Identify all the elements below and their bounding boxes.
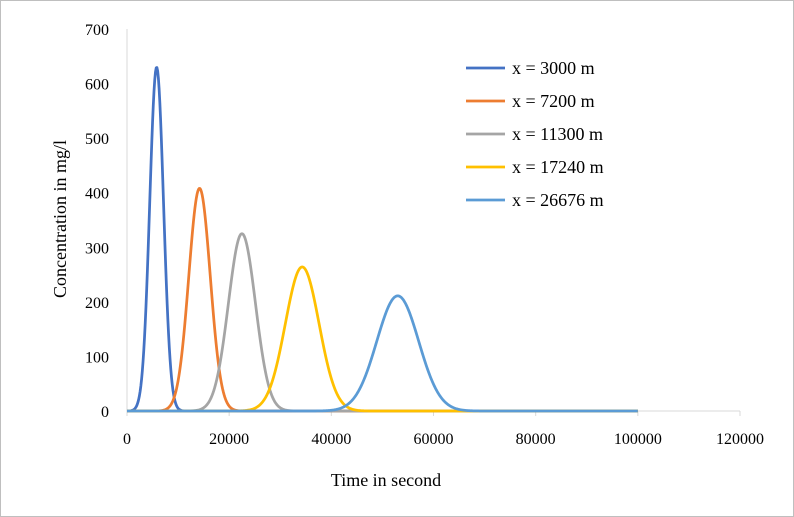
x-tick-label: 120000 xyxy=(716,431,764,448)
y-tick-label: 600 xyxy=(85,77,109,94)
legend-label: x = 17240 m xyxy=(512,157,604,177)
y-tick-label: 700 xyxy=(85,22,109,39)
series-line-1 xyxy=(126,66,639,413)
plot-area xyxy=(126,66,639,413)
y-tick-label: 0 xyxy=(101,404,109,421)
series-line-2 xyxy=(126,187,639,413)
y-tick-labels: 0 100 200 300 400 500 600 700 xyxy=(85,22,109,421)
x-tick-label: 60000 xyxy=(414,431,454,448)
x-tick-label: 40000 xyxy=(311,431,351,448)
x-tick-label: 100000 xyxy=(614,431,662,448)
y-tick-label: 200 xyxy=(85,295,109,312)
y-tick-label: 500 xyxy=(85,131,109,148)
legend-label: x = 11300 m xyxy=(512,124,603,144)
legend-label: x = 26676 m xyxy=(512,190,604,210)
x-tick-label: 0 xyxy=(123,431,131,448)
legend: x = 3000 m x = 7200 m x = 11300 m x = 17240… xyxy=(466,58,604,210)
x-axis-title: Time in second xyxy=(331,470,441,490)
x-tick-label: 80000 xyxy=(516,431,556,448)
y-tick-label: 100 xyxy=(85,349,109,366)
y-tick-label: 300 xyxy=(85,240,109,257)
y-axis-title: Concentration in mg/l xyxy=(50,140,70,298)
series-line-5 xyxy=(126,294,639,413)
legend-label: x = 3000 m xyxy=(512,58,595,78)
x-tick-labels: 0 20000 40000 60000 80000 100000 120000 xyxy=(123,431,764,448)
x-tick-label: 20000 xyxy=(209,431,249,448)
series-line-4 xyxy=(126,265,639,413)
y-tick-label: 400 xyxy=(85,186,109,203)
legend-label: x = 7200 m xyxy=(512,91,595,111)
